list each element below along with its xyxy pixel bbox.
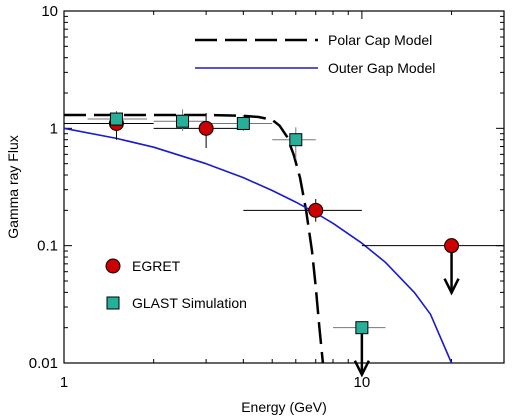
y-tick-label: 0.1: [37, 238, 58, 255]
y-tick-label: 1: [50, 120, 58, 137]
x-tick-label: 10: [354, 374, 371, 391]
legend-glast-marker: [106, 296, 120, 310]
y-tick-label: 0.01: [29, 355, 58, 372]
egret-point: [308, 202, 324, 218]
y-tick-label: 10: [41, 3, 58, 20]
error-bars: [64, 109, 504, 378]
plot-frame: [63, 10, 505, 364]
glast-point: [289, 133, 303, 147]
egret-point: [198, 120, 214, 136]
x-axis-label: Energy (GeV): [241, 399, 327, 415]
legend-egret-marker: [105, 258, 121, 274]
legend-polar-cap-label: Polar Cap Model: [328, 32, 432, 48]
y-axis-label: Gamma ray Flux: [5, 135, 21, 238]
egret-point: [444, 238, 460, 254]
legend: Polar Cap Model Outer Gap Model EGRET GL…: [105, 32, 435, 311]
legend-egret-label: EGRET: [132, 258, 181, 274]
outer-gap-model-line: [63, 127, 453, 364]
glast-point: [236, 116, 250, 130]
data-markers: [108, 112, 460, 335]
axis-ticks: [63, 10, 505, 364]
glast-point: [176, 114, 190, 128]
x-tick-label: 1: [60, 374, 68, 391]
tick-labels: 1 10 0.01 0.1 1 10: [29, 3, 370, 391]
model-curves: [63, 113, 453, 364]
upper-limit-arrow-head: [443, 278, 460, 296]
upper-limit-arrow-head: [353, 360, 370, 378]
legend-glast-label: GLAST Simulation: [132, 295, 247, 311]
polar-cap-model-line: [64, 113, 325, 364]
glast-point: [355, 321, 369, 335]
legend-outer-gap-label: Outer Gap Model: [328, 60, 435, 76]
glast-point: [109, 112, 123, 126]
